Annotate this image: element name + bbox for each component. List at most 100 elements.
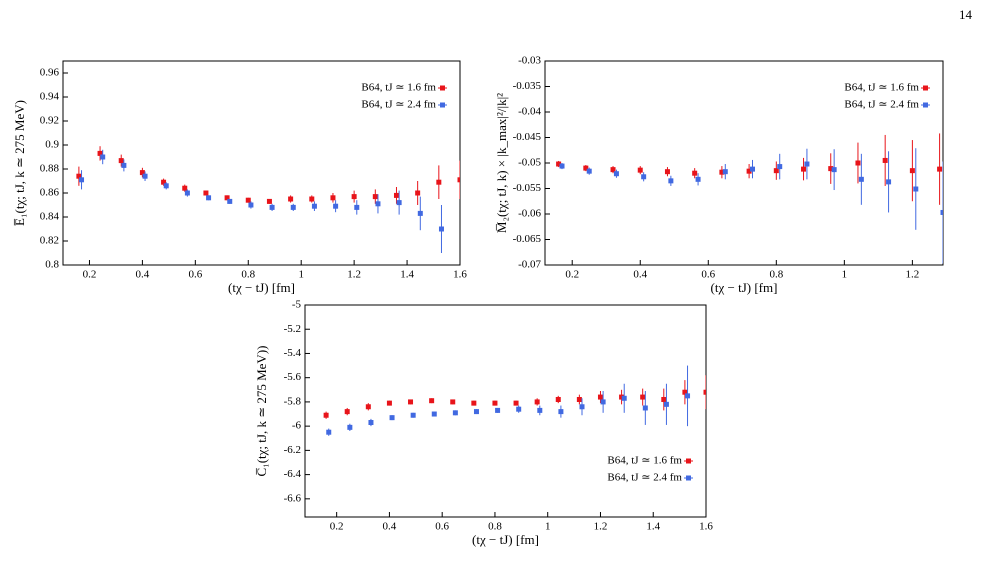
point: [368, 420, 374, 426]
point: [139, 170, 145, 176]
point: [610, 167, 616, 173]
point: [415, 190, 421, 196]
point: [163, 183, 169, 189]
point: [396, 200, 402, 206]
point: [473, 409, 479, 415]
y-tick-label: -6.4: [284, 468, 302, 480]
point: [492, 400, 498, 406]
y-tick-label: -6.2: [284, 444, 301, 456]
y-tick-label: 0.9: [45, 139, 59, 151]
point: [556, 161, 562, 167]
point: [804, 161, 810, 167]
y-tick-label: 0.82: [40, 235, 59, 247]
point: [351, 194, 357, 200]
y-tick-label: -5.8: [284, 395, 302, 407]
y-tick-label: -6: [292, 420, 302, 432]
point: [354, 204, 360, 210]
point: [309, 196, 315, 202]
point: [642, 405, 648, 411]
point: [640, 394, 646, 400]
point: [118, 158, 124, 164]
x-tick-label: 0.6: [188, 269, 202, 281]
point: [323, 412, 329, 418]
point: [913, 186, 919, 192]
point: [555, 396, 561, 402]
legend-label: B64, tJ ≃ 1.6 fm: [844, 82, 919, 94]
point: [613, 171, 619, 177]
x-tick-label: 0.8: [769, 269, 783, 281]
point: [347, 424, 353, 430]
y-tick-label: -0.03: [518, 55, 541, 67]
point: [408, 399, 414, 405]
plot-frame: [304, 304, 707, 518]
point: [330, 195, 336, 201]
point: [516, 406, 522, 412]
point: [375, 201, 381, 207]
point: [685, 393, 691, 399]
point: [719, 169, 725, 175]
point: [227, 198, 233, 204]
x-tick-label: 0.2: [565, 269, 579, 281]
point: [142, 173, 148, 179]
point: [750, 166, 756, 172]
point: [513, 400, 519, 406]
x-tick-label: 1.4: [400, 269, 414, 281]
point: [858, 176, 864, 182]
point: [452, 410, 458, 416]
point: [450, 399, 456, 405]
point: [579, 404, 585, 410]
point: [600, 399, 606, 405]
x-tick-label: 0.4: [136, 269, 150, 281]
point: [855, 160, 861, 166]
point: [682, 389, 688, 395]
point: [161, 179, 167, 185]
y-tick-label: 0.88: [40, 163, 60, 175]
y-tick-label: -5.6: [284, 371, 302, 383]
point: [100, 154, 106, 160]
point: [389, 415, 395, 421]
y-tick-label: 0.84: [40, 211, 60, 223]
point: [417, 210, 423, 216]
x-tick-label: 1.4: [646, 521, 660, 533]
point: [661, 396, 667, 402]
x-tick-label: 1: [545, 521, 551, 533]
point: [586, 168, 592, 174]
y-tick-label: 0.8: [45, 259, 59, 271]
x-axis-label: (tχ − tJ) [fm]: [711, 280, 778, 295]
point: [206, 195, 212, 201]
point: [637, 167, 643, 173]
point: [882, 157, 888, 163]
point: [940, 209, 943, 215]
y-axis-label: M̅₂(tχ; tJ, k) × |k_max|²/|k|²: [494, 93, 509, 233]
page-number: 14: [959, 7, 973, 22]
y-tick-label: -0.06: [518, 208, 541, 220]
y-tick-label: -0.05: [518, 157, 541, 169]
x-axis-label: (tχ − tJ) [fm]: [472, 532, 539, 547]
y-tick-label: 0.86: [40, 187, 60, 199]
x-tick-label: 0.8: [488, 521, 502, 533]
point: [182, 185, 188, 191]
point: [534, 399, 540, 405]
y-tick-label: -0.035: [513, 80, 542, 92]
point: [619, 394, 625, 400]
x-tick-label: 1.6: [699, 521, 713, 533]
point: [664, 169, 670, 175]
x-tick-label: 1: [298, 269, 304, 281]
point: [583, 165, 589, 171]
x-tick-label: 0.6: [435, 521, 449, 533]
y-axis-label: C̅₁(tχ; tJ, k ≃ 275 MeV)): [254, 346, 269, 477]
x-tick-label: 0.2: [330, 521, 344, 533]
y-tick-label: 0.96: [40, 67, 60, 79]
point: [431, 411, 437, 417]
point: [777, 164, 783, 170]
point: [773, 168, 779, 174]
point: [224, 195, 230, 201]
point: [326, 429, 332, 435]
y-tick-label: -0.065: [513, 233, 542, 245]
point: [576, 396, 582, 402]
x-tick-label: 1.2: [347, 269, 361, 281]
x-tick-label: 0.6: [701, 269, 715, 281]
point: [438, 226, 444, 232]
point: [436, 179, 442, 185]
point: [288, 196, 294, 202]
